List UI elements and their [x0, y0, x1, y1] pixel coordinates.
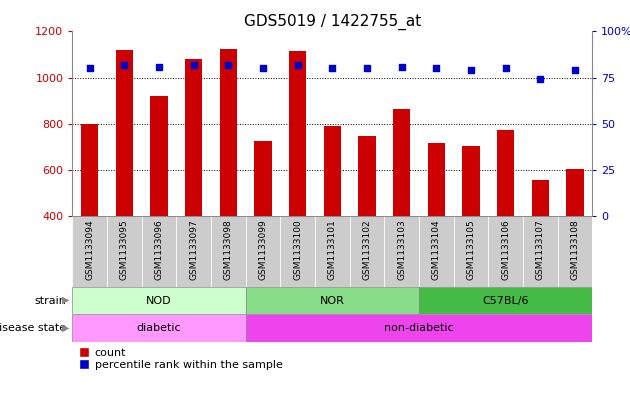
FancyBboxPatch shape: [523, 216, 558, 287]
Text: GSM1133097: GSM1133097: [189, 220, 198, 281]
FancyBboxPatch shape: [107, 216, 142, 287]
Bar: [116, 50, 133, 216]
Bar: [220, 49, 237, 216]
FancyBboxPatch shape: [176, 216, 211, 287]
Point: [154, 63, 164, 70]
FancyBboxPatch shape: [72, 216, 107, 287]
Text: NOR: NOR: [320, 296, 345, 306]
Text: GSM1133108: GSM1133108: [570, 220, 580, 281]
Text: GSM1133105: GSM1133105: [466, 220, 476, 281]
Text: disease state: disease state: [0, 323, 66, 333]
Text: ▶: ▶: [62, 322, 69, 332]
Bar: [324, 126, 341, 216]
Text: GSM1133099: GSM1133099: [258, 220, 268, 281]
Point: [500, 65, 510, 72]
Point: [362, 65, 372, 72]
Text: GSM1133104: GSM1133104: [432, 220, 441, 280]
Text: non-diabetic: non-diabetic: [384, 323, 454, 333]
Point: [431, 65, 441, 72]
Point: [188, 62, 198, 68]
Text: strain: strain: [34, 296, 66, 306]
FancyBboxPatch shape: [211, 216, 246, 287]
Text: GSM1133098: GSM1133098: [224, 220, 233, 281]
Point: [535, 76, 545, 83]
FancyBboxPatch shape: [350, 216, 384, 287]
FancyBboxPatch shape: [419, 216, 454, 287]
Bar: [255, 141, 272, 216]
Text: GSM1133106: GSM1133106: [501, 220, 510, 281]
FancyBboxPatch shape: [246, 287, 419, 314]
Text: GSM1133094: GSM1133094: [85, 220, 94, 280]
Bar: [358, 136, 375, 216]
Bar: [151, 96, 168, 216]
Point: [258, 65, 268, 72]
Point: [396, 63, 406, 70]
Legend: count, percentile rank within the sample: count, percentile rank within the sample: [78, 347, 282, 370]
Title: GDS5019 / 1422755_at: GDS5019 / 1422755_at: [244, 14, 421, 30]
FancyBboxPatch shape: [142, 216, 176, 287]
FancyBboxPatch shape: [419, 287, 592, 314]
Bar: [81, 124, 98, 216]
Text: GSM1133096: GSM1133096: [154, 220, 164, 281]
Point: [223, 62, 233, 68]
Point: [466, 67, 476, 73]
Point: [292, 62, 302, 68]
Text: diabetic: diabetic: [137, 323, 181, 333]
Text: GSM1133102: GSM1133102: [362, 220, 372, 280]
FancyBboxPatch shape: [246, 216, 280, 287]
Text: GSM1133107: GSM1133107: [536, 220, 545, 281]
Text: C57BL/6: C57BL/6: [483, 296, 529, 306]
Bar: [289, 51, 306, 216]
Bar: [566, 169, 583, 216]
Text: GSM1133101: GSM1133101: [328, 220, 337, 281]
Text: GSM1133103: GSM1133103: [397, 220, 406, 281]
FancyBboxPatch shape: [72, 314, 246, 342]
FancyBboxPatch shape: [558, 216, 592, 287]
Text: GSM1133100: GSM1133100: [293, 220, 302, 281]
FancyBboxPatch shape: [315, 216, 350, 287]
Text: NOD: NOD: [146, 296, 172, 306]
Point: [84, 65, 95, 72]
FancyBboxPatch shape: [488, 216, 523, 287]
Bar: [497, 130, 514, 216]
Text: ▶: ▶: [62, 295, 69, 305]
Bar: [428, 143, 445, 216]
Text: GSM1133095: GSM1133095: [120, 220, 129, 281]
Bar: [185, 59, 202, 216]
FancyBboxPatch shape: [280, 216, 315, 287]
FancyBboxPatch shape: [384, 216, 419, 287]
Bar: [532, 180, 549, 216]
Point: [120, 62, 130, 68]
FancyBboxPatch shape: [246, 314, 592, 342]
Point: [570, 67, 580, 73]
FancyBboxPatch shape: [454, 216, 488, 287]
Bar: [393, 109, 410, 216]
Bar: [462, 146, 479, 216]
FancyBboxPatch shape: [72, 287, 246, 314]
Point: [327, 65, 337, 72]
